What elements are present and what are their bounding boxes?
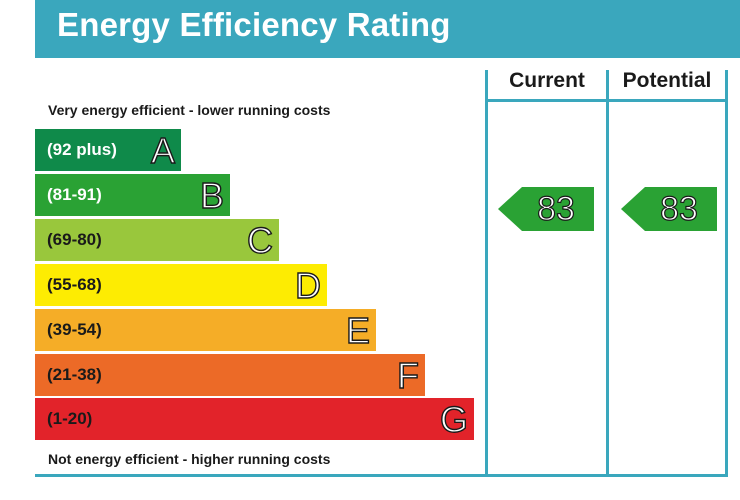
header-bar: Energy Efficiency Rating [35, 0, 740, 58]
frame-middle-divider [606, 70, 609, 477]
bottom-caption: Not energy efficient - higher running co… [48, 451, 331, 467]
band-f-letter: F [396, 354, 419, 396]
band-d: (55-68) D [35, 264, 327, 307]
band-b: (81-91) B [35, 174, 230, 217]
band-a: (92 plus) A [35, 129, 181, 172]
band-f: (21-38) F [35, 354, 425, 397]
band-c-range: (69-80) [47, 230, 102, 249]
band-c-letter: C [246, 219, 273, 261]
current-arrow-shape [498, 187, 594, 231]
band-g: (1-20) G [35, 398, 474, 441]
current-column-label: Current [509, 69, 585, 92]
band-a-range: (92 plus) [47, 140, 117, 159]
band-f-range: (21-38) [47, 365, 102, 384]
page-title: Energy Efficiency Rating [57, 6, 451, 43]
potential-column-label: Potential [622, 69, 712, 92]
current-rating-value: 83 [536, 189, 575, 228]
top-caption: Very energy efficient - lower running co… [48, 102, 331, 118]
potential-arrow-shape [621, 187, 717, 231]
frame-left-divider [485, 70, 488, 477]
band-a-letter: A [150, 129, 175, 171]
band-g-range: (1-20) [47, 409, 93, 428]
band-b-letter: B [199, 174, 224, 216]
band-c: (69-80) C [35, 219, 279, 262]
potential-rating-value: 83 [659, 189, 698, 228]
band-b-range: (81-91) [47, 185, 102, 204]
potential-rating-arrow: 83 [621, 187, 717, 231]
current-rating-arrow: 83 [498, 187, 594, 231]
band-e-range: (39-54) [47, 320, 102, 339]
band-d-letter: D [294, 264, 321, 306]
frame-header-line [485, 99, 728, 102]
frame-bottom-line [35, 474, 728, 477]
band-e: (39-54) E [35, 309, 376, 352]
band-e-letter: E [345, 309, 370, 351]
frame-right-border [725, 70, 728, 477]
band-d-range: (55-68) [47, 275, 102, 294]
band-g-letter: G [439, 398, 468, 440]
